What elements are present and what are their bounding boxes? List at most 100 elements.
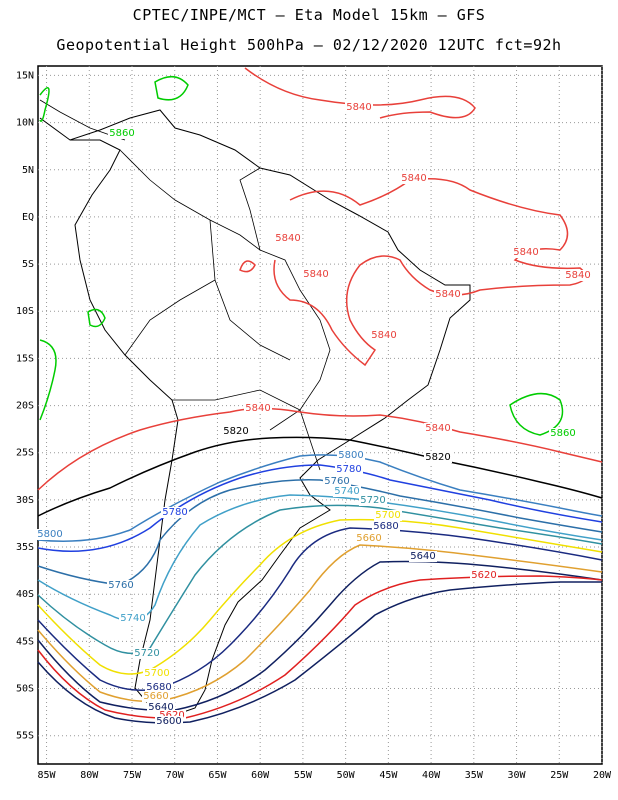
contour-label-background — [512, 247, 540, 258]
lat-tick-label: 45S — [16, 636, 34, 647]
contour-label-background — [400, 173, 428, 184]
contour-label-background — [161, 507, 189, 518]
contour-label-5660: 5660 — [356, 533, 381, 544]
lat-tick-label: 10S — [16, 306, 34, 317]
contour-label-background — [155, 716, 183, 727]
contour-label-5700: 5700 — [144, 668, 169, 679]
lat-tick-label: 40S — [16, 589, 34, 600]
contour-line-5680 — [37, 527, 603, 691]
contour-label-background — [333, 486, 361, 497]
contour-label-5680: 5680 — [373, 521, 398, 532]
contour-line-5780 — [37, 464, 603, 553]
contour-label-5600: 5600 — [156, 716, 181, 727]
lon-tick-label: 30W — [508, 770, 527, 781]
contour-label-background — [424, 423, 452, 434]
contour-label-5840: 5840 — [425, 423, 450, 434]
contour-label-5840: 5840 — [565, 270, 590, 281]
contour-label-5840: 5840 — [245, 403, 270, 414]
lon-tick-label: 85W — [38, 770, 57, 781]
contour-line-5700 — [37, 518, 603, 675]
contour-line-5840 — [37, 407, 603, 491]
lon-tick-label: 20W — [593, 770, 612, 781]
lat-tick-label: 25S — [16, 448, 34, 459]
lat-tick-label: 35S — [16, 542, 34, 553]
contour-label-5620: 5620 — [471, 570, 496, 581]
contour-label-background — [147, 702, 175, 713]
contour-line-5800 — [37, 454, 603, 542]
contour-label-background — [359, 495, 387, 506]
coastline — [39, 99, 471, 717]
lon-tick-label: 60W — [251, 770, 270, 781]
lat-tick-label: 20S — [16, 401, 34, 412]
lat-tick-label: 55S — [16, 731, 34, 742]
contour-label-background — [222, 426, 250, 437]
contour-label-background — [302, 269, 330, 280]
tick-labels: 85W 80W 75W 70W 65W 60W 55W 50W 45W 40W 35W 30W 25W 2… — [16, 70, 612, 781]
contour-label-5620: 5620 — [159, 710, 184, 721]
contour-label-background — [564, 270, 592, 281]
gridlines — [38, 66, 603, 764]
lat-tick-label: 15S — [16, 353, 34, 364]
contour-label-background — [274, 233, 302, 244]
contour-label-background — [36, 529, 64, 540]
contour-line-5620 — [37, 575, 603, 720]
contour-label-5760: 5760 — [324, 476, 349, 487]
contour-line-5600 — [37, 581, 602, 724]
contour-label-5840: 5840 — [435, 289, 460, 300]
contour-label-5740: 5740 — [334, 486, 359, 497]
contour-label-5720: 5720 — [134, 648, 159, 659]
contour-label-5740: 5740 — [120, 613, 145, 624]
contour-line-5820 — [37, 436, 603, 517]
contour-line-5840 — [273, 178, 587, 367]
contour-label-5840: 5840 — [303, 269, 328, 280]
contour-label-background — [434, 289, 462, 300]
contour-label-5860: 5860 — [109, 128, 134, 139]
contour-label-background — [374, 510, 402, 521]
contour-line-5640 — [37, 560, 603, 712]
contour-label-5800: 5800 — [37, 529, 62, 540]
contour-line-5860 — [39, 86, 50, 122]
chart-title: CPTEC/INPE/MCT – Eta Model 15km – GFS — [132, 6, 486, 24]
contour-label-5820: 5820 — [223, 426, 248, 437]
contour-label-background — [108, 128, 136, 139]
lat-tick-label: 10N — [16, 118, 34, 129]
contour-label-background — [335, 464, 363, 475]
contour-label-background — [323, 476, 351, 487]
contour-label-background — [345, 102, 373, 113]
contour-line-5860 — [154, 76, 189, 101]
contour-label-background — [355, 533, 383, 544]
lon-tick-label: 75W — [123, 770, 142, 781]
lat-tick-label: 15N — [16, 70, 34, 81]
lon-tick-label: 65W — [208, 770, 227, 781]
contour-label-5760: 5760 — [108, 580, 133, 591]
contour-line-5720 — [37, 504, 603, 654]
lon-tick-label: 35W — [465, 770, 484, 781]
contour-label-background — [337, 450, 365, 461]
contour-label-background — [145, 682, 173, 693]
lon-tick-label: 50W — [337, 770, 356, 781]
contour-line-5740 — [37, 494, 603, 622]
lon-tick-label: 70W — [166, 770, 185, 781]
contour-label-5780: 5780 — [162, 507, 187, 518]
continent-outline — [39, 109, 471, 717]
contour-line-5860 — [87, 308, 106, 328]
contour-label-5840: 5840 — [513, 247, 538, 258]
contour-label-background — [244, 403, 272, 414]
contour-label-background — [372, 521, 400, 532]
contour-label-5720: 5720 — [360, 495, 385, 506]
chart-subtitle: Geopotential Height 500hPa – 02/12/2020 … — [56, 36, 562, 54]
contour-label-5780: 5780 — [336, 464, 361, 475]
contour-label-5860: 5860 — [550, 428, 575, 439]
contour-label-background — [470, 570, 498, 581]
lon-tick-label: 55W — [294, 770, 313, 781]
contour-label-background — [370, 330, 398, 341]
contour-line-5860 — [39, 339, 57, 421]
lat-tick-label: 5S — [22, 259, 34, 270]
contour-label-background — [107, 580, 135, 591]
lon-tick-label: 45W — [379, 770, 398, 781]
contour-lines — [37, 67, 603, 724]
contour-label-background — [409, 551, 437, 562]
lon-tick-label: 25W — [550, 770, 569, 781]
contour-label-5840: 5840 — [346, 102, 371, 113]
